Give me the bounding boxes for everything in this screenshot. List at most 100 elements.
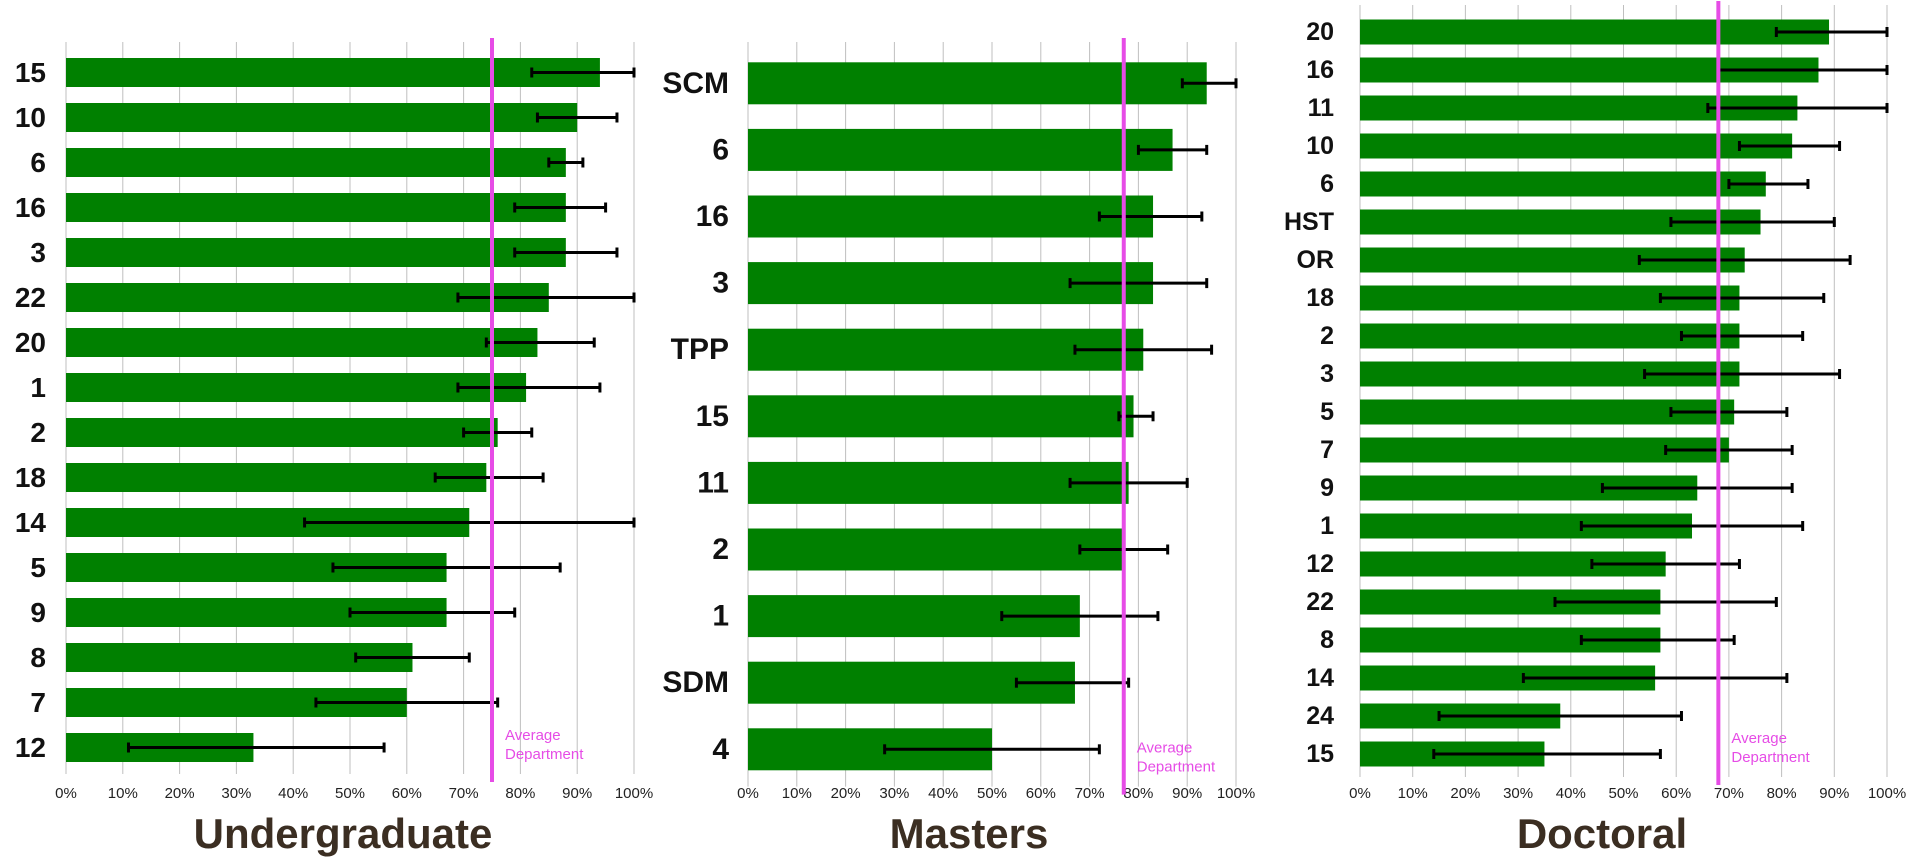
doctoral-category-label: 5 [1320, 398, 1334, 426]
doctoral-category-label: 22 [1306, 588, 1334, 616]
doctoral-bar [1360, 171, 1766, 197]
undergraduate-category-label: 22 [15, 282, 46, 313]
masters-x-tick-label: 80% [1123, 785, 1153, 802]
undergraduate-bar [66, 463, 487, 492]
undergraduate-category-label: 9 [30, 597, 46, 628]
masters-bar [748, 461, 1129, 504]
undergraduate-x-tick-label: 10% [108, 785, 138, 802]
doctoral-x-tick-label: 70% [1714, 785, 1744, 802]
doctoral-category-label: 18 [1306, 284, 1334, 312]
masters-bar [748, 195, 1154, 238]
undergraduate-bar [66, 148, 566, 177]
doctoral-x-tick-label: 80% [1767, 785, 1797, 802]
undergraduate-x-tick-label: 100% [615, 785, 653, 802]
undergraduate-category-label: 20 [15, 327, 46, 358]
undergraduate-x-tick-label: 80% [505, 785, 535, 802]
undergraduate-bar [66, 373, 527, 402]
doctoral-category-label: 7 [1320, 436, 1334, 464]
masters-bar [748, 528, 1124, 571]
undergraduate-bar [66, 418, 498, 447]
undergraduate-category-label: 1 [30, 372, 46, 403]
undergraduate-chart-title: Undergraduate [194, 810, 493, 857]
masters-bar [748, 128, 1173, 171]
masters-x-tick-label: 70% [1075, 785, 1105, 802]
masters-bar [748, 395, 1134, 438]
masters-average-label: Average [1137, 740, 1193, 757]
masters-x-tick-label: 50% [977, 785, 1007, 802]
doctoral-category-label: 10 [1306, 132, 1334, 160]
masters-x-tick-label: 60% [1026, 785, 1056, 802]
doctoral-average-label: Average [1731, 730, 1787, 747]
doctoral-category-label: 1 [1320, 512, 1334, 540]
undergraduate-bar [66, 193, 566, 222]
undergraduate-x-tick-label: 50% [335, 785, 365, 802]
masters-chart-panel: 0% 10% 20% 30% 40% 50% 60% 70% 80% 90% 100% SCM 6 16 3… [662, 38, 1255, 857]
masters-category-label: 15 [696, 400, 729, 433]
masters-category-label: SCM [662, 67, 729, 100]
masters-category-label: 3 [712, 267, 729, 300]
masters-x-tick-label: 20% [831, 785, 861, 802]
doctoral-chart-panel: 0% 10% 20% 30% 40% 50% 60% 70% 80% 90% 100%2016111… [1284, 1, 1906, 857]
undergraduate-category-label: 14 [15, 507, 47, 538]
masters-x-tick-label: 100% [1217, 785, 1255, 802]
doctoral-x-tick-label: 90% [1819, 785, 1849, 802]
undergraduate-x-tick-label: 60% [392, 785, 422, 802]
undergraduate-average-label: Average [505, 727, 561, 744]
doctoral-x-tick-label: 20% [1450, 785, 1480, 802]
undergraduate-category-label: 3 [30, 237, 46, 268]
masters-category-label: TPP [671, 333, 729, 366]
undergraduate-category-label: 6 [30, 147, 46, 178]
doctoral-x-tick-label: 30% [1503, 785, 1533, 802]
undergraduate-x-tick-label: 70% [449, 785, 479, 802]
doctoral-bar [1360, 133, 1793, 159]
doctoral-bar [1360, 323, 1740, 349]
masters-category-label: 16 [696, 200, 729, 233]
undergraduate-category-label: 12 [15, 732, 46, 763]
undergraduate-x-tick-label: 30% [221, 785, 251, 802]
masters-chart-title: Masters [890, 810, 1049, 857]
doctoral-category-label: 9 [1320, 474, 1334, 502]
doctoral-category-label: 14 [1306, 664, 1334, 692]
masters-x-tick-label: 40% [928, 785, 958, 802]
undergraduate-x-tick-label: 90% [562, 785, 592, 802]
masters-average-label: Department [1137, 759, 1216, 776]
masters-bar [748, 62, 1207, 105]
undergraduate-chart-panel: 0% 10% 20% 30% 40% 50% 60% 70% 80% 90% 100%1510616… [15, 38, 653, 857]
doctoral-category-label: 16 [1306, 56, 1334, 84]
masters-x-tick-label: 0% [737, 785, 759, 802]
doctoral-category-label: 12 [1306, 550, 1334, 578]
masters-category-label: 11 [697, 466, 729, 499]
doctoral-category-label: 6 [1320, 170, 1334, 198]
masters-category-label: 1 [712, 600, 729, 633]
masters-category-label: SDM [662, 666, 729, 699]
undergraduate-category-label: 18 [15, 462, 46, 493]
doctoral-x-tick-label: 60% [1661, 785, 1691, 802]
undergraduate-bar [66, 238, 566, 267]
doctoral-category-label: OR [1297, 246, 1335, 274]
undergraduate-category-label: 5 [30, 552, 46, 583]
masters-category-label: 4 [712, 733, 729, 766]
doctoral-chart-title: Doctoral [1517, 810, 1687, 857]
masters-category-label: 6 [712, 133, 729, 166]
masters-x-tick-label: 90% [1172, 785, 1202, 802]
doctoral-x-tick-label: 50% [1608, 785, 1638, 802]
doctoral-category-label: 8 [1320, 626, 1334, 654]
undergraduate-average-label: Department [505, 746, 584, 763]
masters-category-label: 2 [712, 533, 729, 566]
doctoral-category-label: 15 [1306, 740, 1334, 768]
undergraduate-bar [66, 328, 538, 357]
undergraduate-x-tick-label: 40% [278, 785, 308, 802]
doctoral-category-label: HST [1284, 208, 1334, 236]
undergraduate-category-label: 7 [30, 687, 46, 718]
undergraduate-category-label: 10 [15, 102, 46, 133]
masters-x-tick-label: 10% [782, 785, 812, 802]
doctoral-x-tick-label: 100% [1868, 785, 1906, 802]
undergraduate-x-tick-label: 0% [55, 785, 77, 802]
doctoral-category-label: 20 [1306, 18, 1334, 46]
undergraduate-category-label: 15 [15, 57, 46, 88]
doctoral-bar [1360, 19, 1830, 45]
doctoral-category-label: 2 [1320, 322, 1334, 350]
undergraduate-bar [66, 103, 578, 132]
doctoral-category-label: 3 [1320, 360, 1334, 388]
